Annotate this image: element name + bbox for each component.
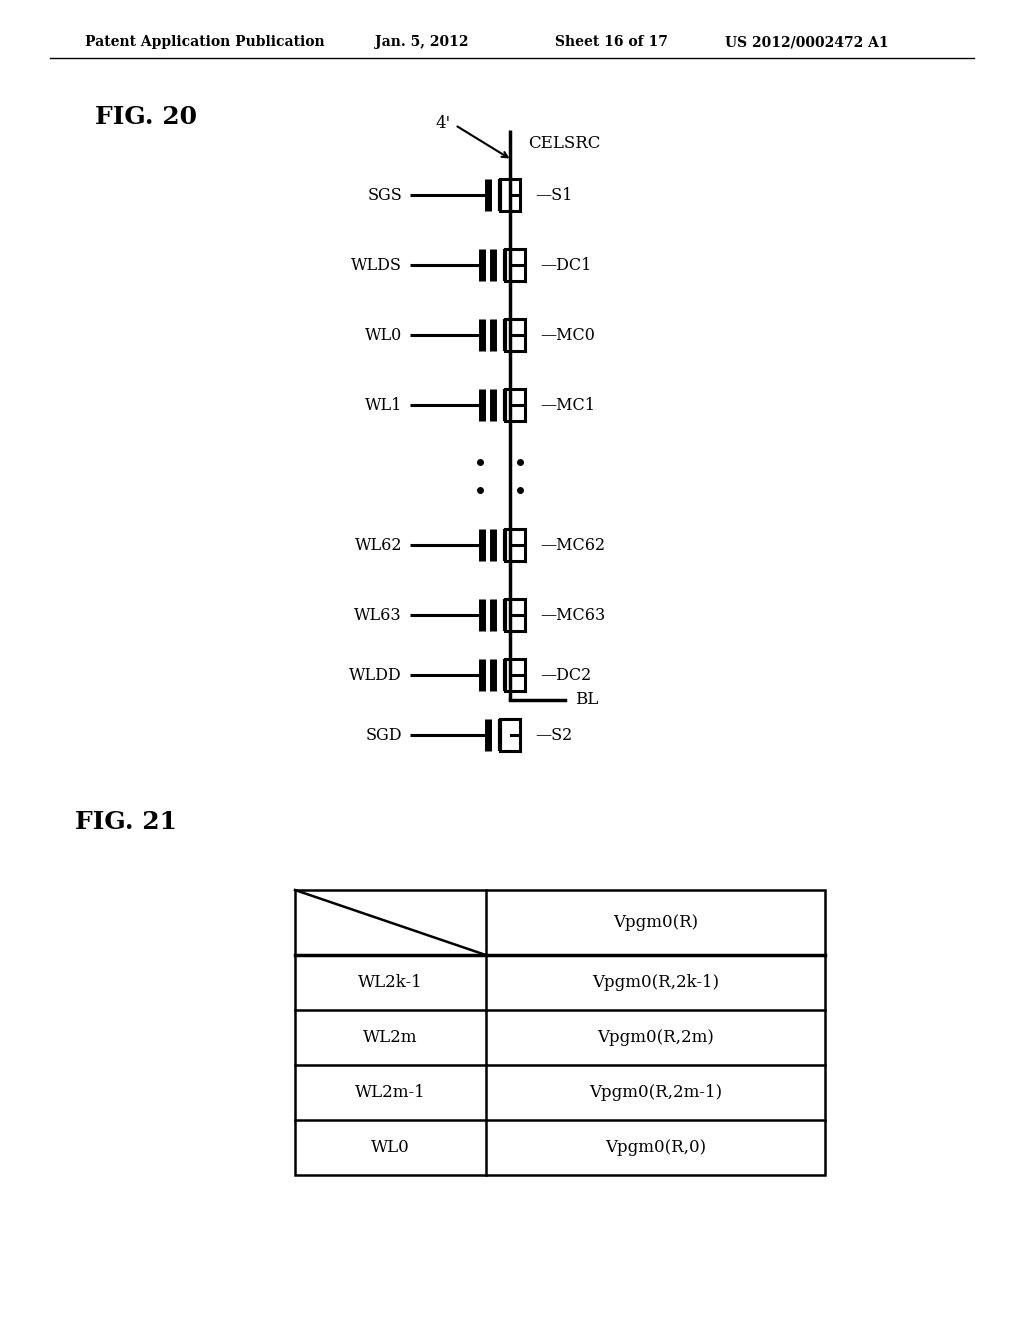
Text: WL63: WL63: [354, 606, 402, 623]
Text: —S1: —S1: [535, 186, 572, 203]
Text: WLDD: WLDD: [349, 667, 402, 684]
Text: SGD: SGD: [366, 726, 402, 743]
Text: Patent Application Publication: Patent Application Publication: [85, 36, 325, 49]
Text: Vpgm0(R,2m): Vpgm0(R,2m): [597, 1030, 714, 1045]
Text: WL1: WL1: [365, 396, 402, 413]
Text: Vpgm0(R,2k-1): Vpgm0(R,2k-1): [592, 974, 719, 991]
Text: —DC1: —DC1: [540, 256, 592, 273]
Text: WL2m: WL2m: [364, 1030, 418, 1045]
Text: —MC63: —MC63: [540, 606, 605, 623]
Text: CELSRC: CELSRC: [528, 135, 600, 152]
Text: US 2012/0002472 A1: US 2012/0002472 A1: [725, 36, 889, 49]
Text: Sheet 16 of 17: Sheet 16 of 17: [555, 36, 668, 49]
Text: —MC0: —MC0: [540, 326, 595, 343]
Text: —MC1: —MC1: [540, 396, 595, 413]
Text: WL2m-1: WL2m-1: [355, 1084, 426, 1101]
Text: WLDS: WLDS: [351, 256, 402, 273]
Text: —S2: —S2: [535, 726, 572, 743]
Text: WL2k-1: WL2k-1: [358, 974, 423, 991]
Text: Jan. 5, 2012: Jan. 5, 2012: [375, 36, 469, 49]
Text: —DC2: —DC2: [540, 667, 591, 684]
Text: BL: BL: [575, 692, 598, 709]
Text: WL0: WL0: [365, 326, 402, 343]
Text: Vpgm0(R,2m-1): Vpgm0(R,2m-1): [589, 1084, 722, 1101]
Text: WL0: WL0: [371, 1139, 410, 1156]
Bar: [295, 890, 825, 1175]
Text: Vpgm0(R): Vpgm0(R): [612, 913, 698, 931]
Text: 4': 4': [435, 115, 451, 132]
Text: —MC62: —MC62: [540, 536, 605, 553]
Text: SGS: SGS: [368, 186, 402, 203]
Text: Vpgm0(R,0): Vpgm0(R,0): [605, 1139, 706, 1156]
Text: WL62: WL62: [354, 536, 402, 553]
Text: FIG. 20: FIG. 20: [95, 106, 197, 129]
Text: FIG. 21: FIG. 21: [75, 810, 177, 834]
